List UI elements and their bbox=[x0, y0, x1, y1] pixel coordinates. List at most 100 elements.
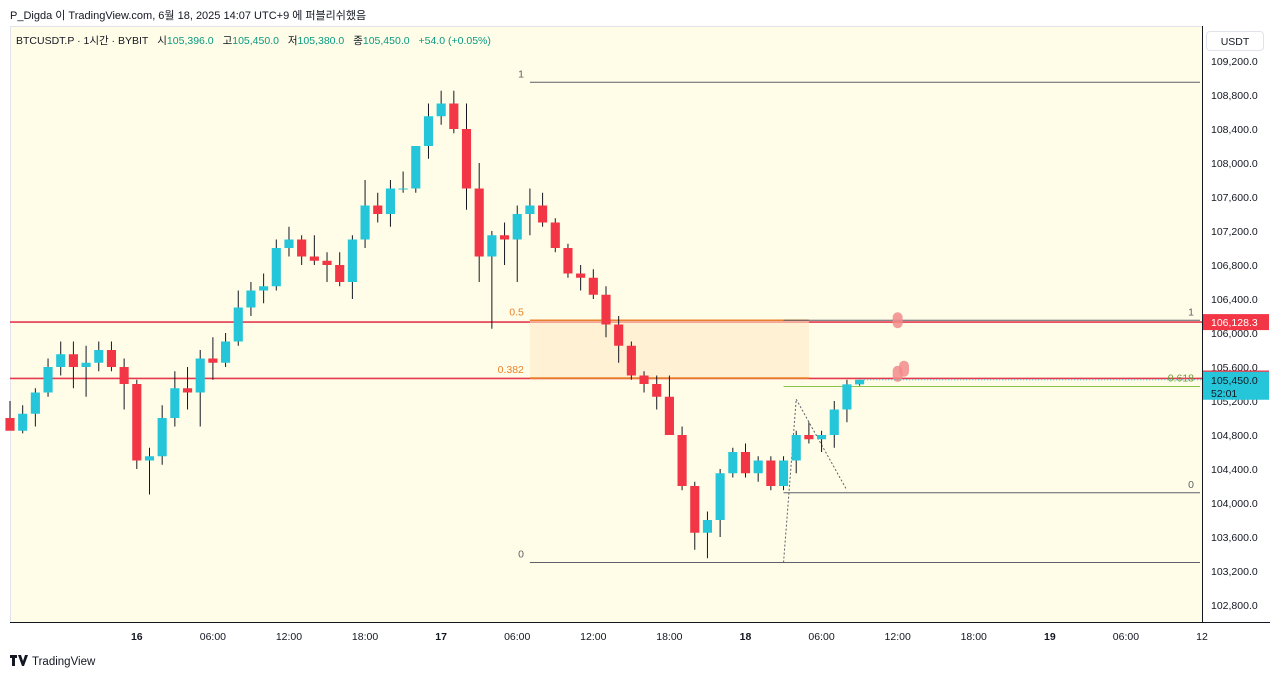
bar-countdown: 52:01 bbox=[1211, 388, 1237, 400]
candle-body bbox=[297, 239, 307, 257]
candle-body bbox=[182, 388, 193, 393]
legend-open: 105,396.0 bbox=[166, 35, 214, 47]
fib-right-level-label: 1 bbox=[1188, 306, 1194, 318]
x-tick-label: 19 bbox=[1044, 631, 1056, 643]
y-tick-label: 109,200.0 bbox=[1211, 56, 1258, 68]
candle-body bbox=[18, 413, 28, 431]
x-tick-label: 06:00 bbox=[504, 631, 530, 643]
currency-button[interactable]: USDT bbox=[1206, 31, 1264, 51]
y-tick-label: 104,800.0 bbox=[1211, 430, 1258, 442]
candle-body bbox=[626, 345, 636, 376]
legend-low: 105,380.0 bbox=[297, 35, 345, 47]
candle-body bbox=[690, 486, 700, 533]
candle-body bbox=[740, 452, 751, 474]
price-badge bbox=[1203, 314, 1269, 331]
candle-body bbox=[322, 260, 332, 265]
footer: TradingView bbox=[10, 655, 95, 675]
time-axis[interactable]: 16 06:00 12:00 18:00 17 06:00 12:00 18:00 18 06:0… bbox=[10, 622, 1270, 649]
candle-body bbox=[208, 358, 218, 363]
candle-body bbox=[715, 473, 725, 520]
price-axis-background bbox=[1203, 26, 1270, 648]
x-tick-label: 12:00 bbox=[276, 631, 302, 643]
candle-body bbox=[144, 456, 155, 461]
fibonacci-retracement[interactable]: 1 0.5 0.382 0 1 0.618 0 bbox=[498, 68, 1200, 563]
legend-symbol[interactable]: BTCUSDT.P · 1시간 · BYBIT bbox=[16, 35, 149, 47]
candle-body bbox=[30, 392, 40, 414]
candle-body bbox=[81, 362, 91, 367]
candle-body bbox=[766, 460, 776, 486]
y-tick-label: 107,200.0 bbox=[1211, 226, 1258, 238]
fib-right-level-label: 0 bbox=[1188, 479, 1194, 491]
candle-body bbox=[68, 354, 78, 367]
trend-line-up[interactable] bbox=[783, 399, 797, 563]
candle-body bbox=[817, 435, 827, 440]
x-tick-label: 18:00 bbox=[352, 631, 378, 643]
signal-markers bbox=[892, 312, 909, 382]
signal-marker bbox=[899, 360, 909, 377]
candle-body bbox=[664, 396, 674, 435]
candle-body bbox=[132, 384, 142, 461]
x-tick-label: 18 bbox=[740, 631, 752, 643]
candle-body bbox=[284, 239, 294, 248]
x-tick-label: 06:00 bbox=[200, 631, 226, 643]
fib-level-label: 0.382 bbox=[498, 364, 524, 376]
fib-level-label: 0 bbox=[518, 549, 524, 561]
y-tick-label: 106,800.0 bbox=[1211, 260, 1258, 272]
fib-level-label: 0.5 bbox=[509, 306, 524, 318]
candle-body bbox=[170, 388, 180, 418]
legend-high: 105,450.0 bbox=[232, 35, 279, 47]
x-tick-label: 06:00 bbox=[808, 631, 834, 643]
legend-low-label: 저 bbox=[287, 35, 298, 47]
last-price-label: 105,450.0 bbox=[1211, 375, 1258, 387]
candle-body bbox=[702, 520, 713, 533]
y-tick-label: 103,200.0 bbox=[1211, 566, 1258, 578]
candle-body bbox=[347, 239, 357, 282]
candle-body bbox=[449, 103, 459, 129]
tradingview-logo-icon[interactable] bbox=[10, 655, 28, 668]
y-tick-label: 102,800.0 bbox=[1211, 600, 1258, 612]
price-badge-label: 106,128.3 bbox=[1211, 317, 1258, 329]
y-tick-label: 108,800.0 bbox=[1211, 90, 1258, 102]
candle-body bbox=[601, 294, 611, 325]
candle-body bbox=[56, 354, 66, 367]
y-tick-label: 104,400.0 bbox=[1211, 464, 1258, 476]
candle-body bbox=[538, 205, 548, 223]
candle-body bbox=[385, 188, 395, 214]
candle-body bbox=[804, 435, 814, 440]
candle-body bbox=[221, 341, 231, 363]
last-price-badge bbox=[1203, 371, 1269, 400]
candle-body bbox=[436, 103, 446, 117]
candle-body bbox=[791, 435, 801, 461]
candle-body bbox=[106, 350, 117, 367]
x-tick-label: 06:00 bbox=[1113, 631, 1139, 643]
candle-body bbox=[271, 248, 281, 287]
candle-body bbox=[423, 116, 434, 146]
price-axis[interactable]: 109,200.0 108,800.0 108,400.0 108,000.0 107,… bbox=[1202, 26, 1271, 648]
y-tick-label: 106,400.0 bbox=[1211, 294, 1258, 306]
footer-brand[interactable]: TradingView bbox=[32, 656, 96, 668]
legend-close: 105,450.0 bbox=[362, 35, 410, 47]
legend-change: +54.0 (+0.05%) bbox=[418, 35, 491, 47]
candle-body bbox=[512, 214, 522, 240]
signal-marker bbox=[892, 312, 903, 329]
candle-body bbox=[411, 146, 421, 189]
y-tick-label: 108,400.0 bbox=[1211, 124, 1258, 136]
y-tick-label: 107,600.0 bbox=[1211, 192, 1258, 204]
candle-body bbox=[639, 375, 649, 384]
y-tick-label: 106,000.0 bbox=[1211, 328, 1258, 340]
x-tick-label: 18:00 bbox=[961, 631, 987, 643]
candle-body bbox=[5, 418, 15, 431]
y-tick-label: 108,000.0 bbox=[1211, 158, 1258, 170]
candle-body bbox=[43, 367, 53, 393]
candle-body bbox=[461, 129, 472, 189]
candle-body bbox=[474, 188, 484, 257]
candle-body bbox=[588, 277, 598, 295]
legend-open-label: 시 bbox=[157, 35, 167, 47]
candle-body bbox=[753, 460, 763, 474]
candle-body bbox=[677, 435, 687, 486]
fib-zone bbox=[529, 320, 809, 379]
x-tick-label: 12:00 bbox=[580, 631, 606, 643]
candle-body bbox=[576, 273, 586, 278]
